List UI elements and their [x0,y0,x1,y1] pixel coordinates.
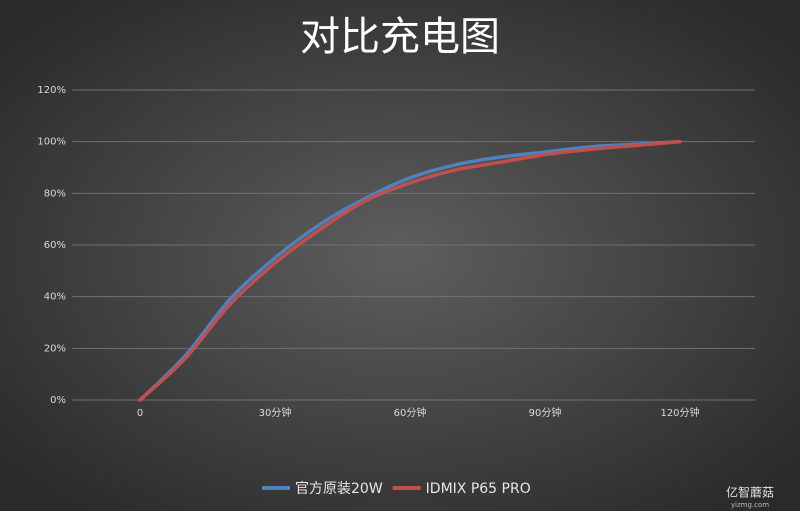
line [138,139,682,402]
legend-label: 官方原装20W [295,481,383,497]
y-tick-label: 100% [37,137,66,148]
y-tick-label: 40% [44,292,66,303]
x-tick-label: 0 [137,408,143,419]
y-tick-label: 120% [37,85,66,96]
y-tick-label: 0% [50,395,66,406]
line [138,139,682,402]
y-tick-label: 80% [44,188,66,199]
x-tick-label: 120分钟 [660,406,699,419]
y-tick-label: 60% [44,240,66,251]
x-tick-label: 60分钟 [394,406,427,419]
watermark: 亿智蘑菇 [726,485,774,500]
y-tick-label: 20% [44,343,66,354]
x-tick-label: 30分钟 [259,406,292,419]
chart-title: 对比充电图 [300,14,500,60]
legend-label: IDMIX P65 PRO [426,481,531,497]
watermark-site: yizmg.com [731,501,769,509]
x-tick-label: 90分钟 [529,406,562,419]
